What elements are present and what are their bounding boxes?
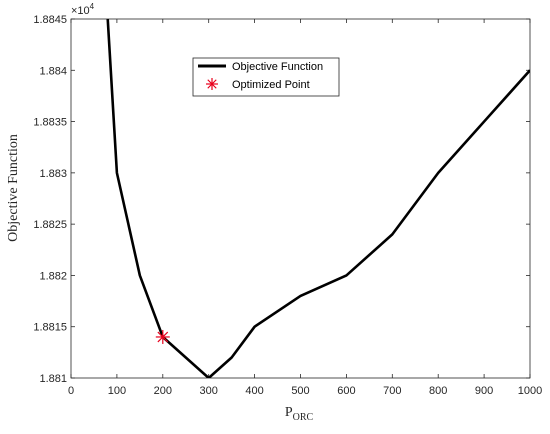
legend: Objective Function Optimized Point	[192, 57, 340, 97]
legend-entry-objective-function: Objective Function	[232, 61, 323, 73]
x-tick-label: 600	[337, 385, 355, 397]
y-tick-label: 1.8845	[33, 14, 67, 26]
optimized-point-marker	[155, 329, 170, 344]
x-tick-label: 800	[429, 385, 447, 397]
y-axis-ticks: 1.881 1.8815 1.882 1.8825 1.883 1.8835 1.884 1.…	[33, 14, 530, 385]
x-tick-label: 300	[200, 385, 218, 397]
series-line-objective-function	[106, 19, 530, 378]
legend-asterisk-swatch	[206, 78, 218, 90]
legend-asterisk-glyph	[206, 78, 218, 90]
legend-box	[192, 57, 340, 97]
y-tick-label: 1.8835	[33, 117, 67, 129]
x-tick-label: 100	[108, 385, 126, 397]
x-tick-label: 900	[475, 385, 493, 397]
y-tick-label: 1.884	[39, 65, 67, 77]
x-tick-label: 0	[68, 385, 74, 397]
y-tick-label: 1.8815	[33, 322, 67, 334]
y-tick-label: 1.883	[39, 168, 67, 180]
marker-layer	[155, 329, 170, 344]
y-tick-label: 1.8825	[33, 219, 67, 231]
y-exponent-label: ×104	[71, 2, 95, 17]
x-tick-label: 1000	[518, 385, 542, 397]
x-tick-label: 700	[383, 385, 401, 397]
series-layer	[106, 19, 530, 378]
x-tick-label: 400	[245, 385, 263, 397]
x-tick-label: 200	[154, 385, 172, 397]
x-axis-ticks: 0 100 200 300 400 500 600 700 800 900 1000	[68, 19, 542, 397]
y-tick-label: 1.881	[39, 373, 67, 385]
legend-entry-optimized-point: Optimized Point	[232, 79, 310, 91]
x-axis-title: PORC	[285, 405, 314, 423]
y-tick-label: 1.882	[39, 270, 67, 282]
y-axis-title: Objective Function	[6, 134, 21, 242]
x-tick-label: 500	[291, 385, 309, 397]
